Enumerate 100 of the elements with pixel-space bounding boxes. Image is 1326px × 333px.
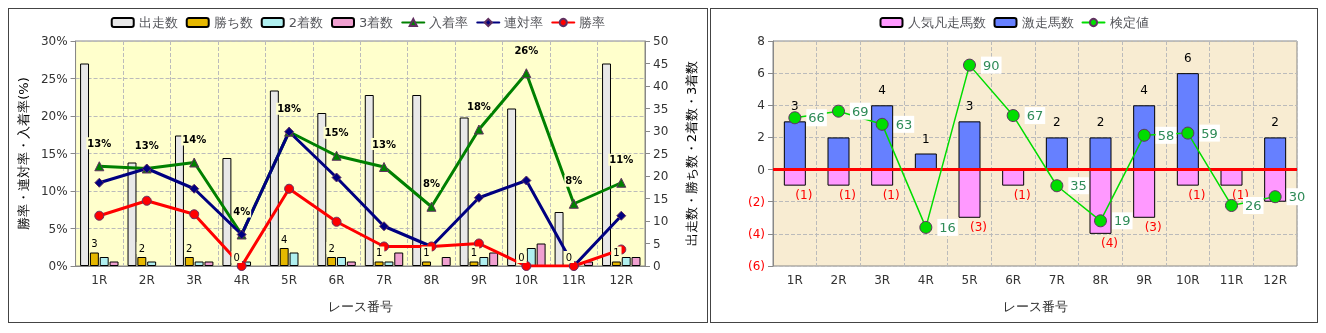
data-label: 30: [1288, 189, 1306, 205]
y-tick-label: 0: [757, 162, 765, 177]
x-tick-label: 1R: [91, 273, 108, 287]
legend-label: 連対率: [504, 15, 544, 30]
x-tick-label: 4R: [917, 273, 934, 287]
data-label: 11%: [609, 154, 634, 166]
data-label: 4%: [233, 206, 251, 217]
legend-label: 入着率: [429, 15, 469, 30]
x-tick-label: 12R: [1263, 273, 1287, 287]
data-label: 58: [1157, 127, 1175, 143]
y-tick-label: 10%: [40, 184, 68, 198]
data-label: 4: [281, 233, 288, 245]
data-label: 13%: [372, 138, 396, 150]
data-label: 26%: [514, 44, 539, 56]
data-label: 3: [791, 99, 799, 114]
y2-tick-label: 50: [653, 34, 669, 48]
data-label: 13%: [87, 137, 112, 149]
y-tick-label: 5%: [48, 221, 68, 236]
y-tick-label: 20%: [40, 109, 68, 123]
x-tick-label: 3R: [874, 273, 891, 287]
y2-tick-label: 20: [653, 169, 669, 183]
data-label: (4): [1101, 235, 1118, 250]
x-tick-label: 8R: [423, 273, 440, 287]
x-tick-label: 12R: [609, 273, 634, 287]
data-label: 67: [1026, 108, 1044, 124]
data-label: 0: [518, 251, 525, 263]
x-tick-label: 9R: [1136, 273, 1153, 287]
data-label: 2: [138, 242, 146, 254]
x-tick-label: 5R: [281, 273, 298, 287]
legend-label: 2着数: [288, 15, 324, 30]
legend-label: 3着数: [359, 15, 394, 30]
data-label: 4: [878, 83, 886, 98]
data-label: 1: [423, 247, 430, 258]
data-label: 6: [1184, 51, 1192, 66]
data-label: 69: [852, 103, 869, 119]
y2-tick-label: 45: [653, 56, 669, 71]
x-axis-title: レース番号: [327, 299, 393, 314]
data-label: (1): [882, 187, 900, 202]
y-tick-label: 6: [757, 66, 765, 81]
y2-tick-label: 5: [653, 236, 661, 251]
y-tick-label: 2: [757, 130, 765, 145]
data-label: 13%: [134, 140, 159, 151]
x-tick-label: 3R: [186, 273, 203, 287]
data-label: 1: [375, 247, 383, 258]
y-tick-label: 25%: [40, 71, 68, 86]
x-axis-title: レース番号: [1002, 299, 1068, 314]
data-label: 1: [613, 247, 620, 258]
y2-tick-label: 25: [653, 146, 669, 161]
y2-axis-title: 出走数・勝ち数・2着数・3着数: [684, 60, 699, 247]
legend-label: 検定値: [1109, 15, 1149, 30]
y2-tick-label: 10: [653, 214, 669, 228]
data-label: 4: [1140, 83, 1148, 98]
y2-tick-label: 40: [653, 79, 669, 93]
x-tick-label: 1R: [786, 273, 803, 287]
data-label: 18%: [466, 101, 491, 112]
data-label: 8%: [565, 175, 583, 187]
y-tick-label: 8: [757, 34, 765, 48]
data-label: (3): [970, 219, 987, 234]
data-label: 66: [808, 110, 825, 126]
data-label: (1): [795, 187, 813, 202]
data-label: 35: [1070, 178, 1087, 194]
y2-tick-label: 35: [653, 101, 669, 116]
x-tick-label: 10R: [1176, 273, 1200, 287]
x-tick-label: 6R: [328, 273, 345, 287]
data-label: 0: [233, 251, 240, 263]
data-label: 8%: [422, 178, 440, 190]
x-tick-label: 11R: [1219, 273, 1244, 287]
y-tick-label: 0%: [48, 259, 68, 273]
data-label: 1: [470, 247, 478, 258]
data-label: 90: [983, 57, 1000, 73]
x-tick-label: 7R: [376, 273, 392, 287]
data-label: 16: [939, 219, 956, 235]
x-tick-label: 2R: [138, 273, 155, 287]
x-tick-label: 7R: [1048, 273, 1065, 287]
data-label: 1: [922, 131, 930, 146]
x-tick-label: 9R: [470, 273, 487, 287]
legend-label: 激走馬数: [1021, 15, 1074, 30]
legend-label: 出走数: [138, 15, 178, 30]
legend-label: 勝率: [579, 15, 606, 30]
x-tick-label: 10R: [514, 273, 539, 287]
x-tick-label: 4R: [233, 273, 250, 287]
y-tick-label: (6): [748, 259, 765, 273]
data-label: 3: [91, 238, 98, 249]
data-label: 63: [895, 116, 913, 132]
y2-tick-label: 30: [653, 124, 669, 138]
data-label: 15%: [324, 127, 349, 139]
data-label: 2: [1053, 115, 1061, 130]
data-label: (3): [1144, 219, 1162, 234]
data-label: (1): [1013, 187, 1031, 202]
data-label: (1): [1188, 187, 1206, 202]
data-label: 26: [1245, 197, 1262, 213]
y-tick-label: 15%: [40, 146, 68, 161]
data-label: 19: [1114, 213, 1131, 229]
data-label: 14%: [182, 134, 207, 145]
legend-label: 人気凡走馬数: [907, 15, 986, 30]
data-label: 2: [328, 242, 335, 254]
x-tick-label: 11R: [562, 273, 586, 287]
legend-label: 勝ち数: [213, 15, 253, 30]
y-axis-title: 勝率・連対率・入着率(%): [16, 77, 31, 230]
data-label: 2: [1096, 115, 1105, 130]
